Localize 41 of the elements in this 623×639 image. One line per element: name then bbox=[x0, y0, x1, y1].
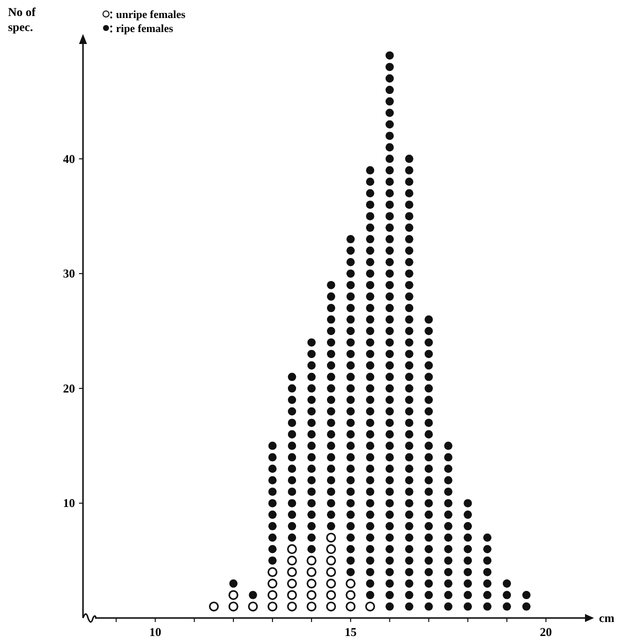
point bbox=[287, 556, 297, 566]
y-tick-label: 40 bbox=[63, 152, 75, 166]
point bbox=[268, 590, 278, 600]
point bbox=[287, 602, 297, 612]
point bbox=[287, 544, 297, 554]
legend-label: unripe females bbox=[116, 9, 186, 21]
y-axis-title: No of spec. bbox=[8, 5, 37, 34]
point bbox=[326, 590, 336, 600]
point bbox=[287, 578, 297, 588]
legend-label: ripe females bbox=[116, 23, 174, 35]
point bbox=[306, 602, 316, 612]
point bbox=[326, 567, 336, 578]
y-tick-label: 30 bbox=[63, 266, 75, 281]
point bbox=[287, 590, 297, 600]
point bbox=[287, 567, 297, 578]
y-tick-label: 10 bbox=[63, 496, 75, 510]
point bbox=[306, 556, 316, 566]
x-tick-label: 10 bbox=[149, 625, 162, 639]
point bbox=[346, 590, 356, 600]
x-tick-label: 20 bbox=[540, 625, 552, 639]
point bbox=[346, 602, 356, 612]
point bbox=[208, 602, 219, 612]
point bbox=[268, 602, 278, 612]
point bbox=[326, 532, 336, 543]
point bbox=[268, 578, 278, 588]
point bbox=[228, 602, 238, 612]
point bbox=[326, 578, 336, 588]
point bbox=[306, 590, 316, 600]
x-axis-title: cm bbox=[599, 611, 614, 625]
y-tick-label: 20 bbox=[63, 381, 75, 396]
point bbox=[326, 544, 336, 554]
point bbox=[306, 567, 316, 578]
point bbox=[326, 556, 336, 566]
point bbox=[248, 602, 258, 612]
x-tick-label: 15 bbox=[344, 625, 357, 639]
point bbox=[365, 602, 376, 612]
point bbox=[346, 578, 356, 588]
point bbox=[228, 590, 238, 600]
point bbox=[326, 602, 336, 612]
point bbox=[268, 567, 278, 578]
point bbox=[306, 578, 316, 588]
